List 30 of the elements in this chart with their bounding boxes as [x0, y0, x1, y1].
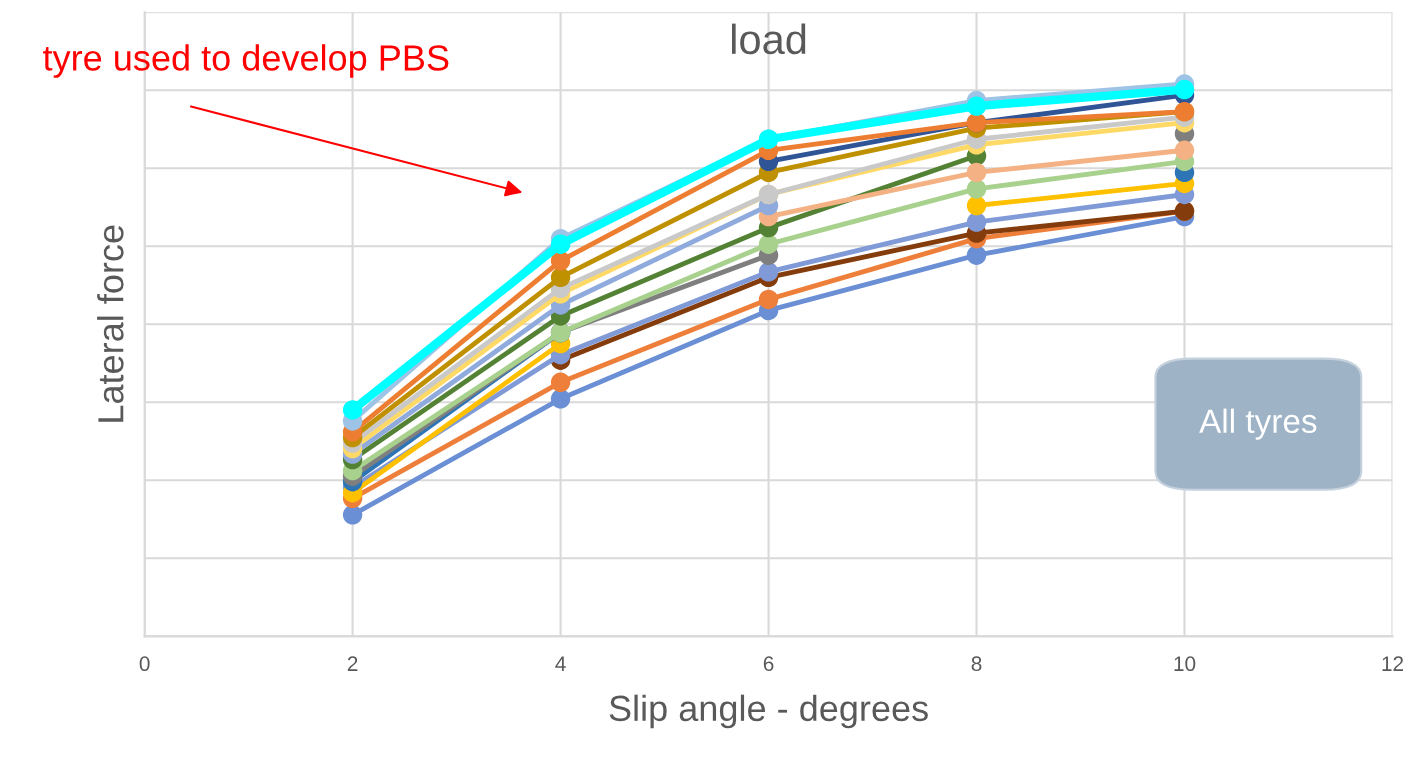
- point: [342, 400, 363, 420]
- chart-title: load: [731, 23, 806, 55]
- x-tick-label: 12: [1382, 656, 1404, 671]
- point: [1174, 79, 1195, 100]
- point: [550, 389, 571, 409]
- point: [342, 505, 363, 525]
- text: tyre used to develop PBS: [43, 44, 449, 78]
- point: [966, 212, 987, 232]
- point: [1174, 140, 1195, 161]
- x-tick-label: 8: [971, 656, 982, 672]
- point: [758, 289, 779, 310]
- point: [758, 234, 779, 254]
- point: [550, 251, 571, 271]
- y-axis-title: Lateral force: [97, 225, 124, 422]
- point: [966, 195, 987, 216]
- point: [550, 234, 571, 254]
- point: [758, 262, 779, 282]
- x-tick-label: 6: [763, 656, 774, 672]
- point: [550, 372, 571, 392]
- point: [966, 179, 987, 199]
- x-tick-label: 2: [347, 656, 358, 671]
- point: [966, 245, 987, 265]
- point: [966, 96, 987, 116]
- annotation: All tyres: [1199, 408, 1317, 440]
- x-axis-title: Slip angle - degrees: [609, 694, 928, 729]
- point: [550, 267, 571, 288]
- x-tick-label: 10: [1174, 656, 1196, 672]
- x-tick-label: 0: [139, 656, 150, 672]
- x-tick-label: 4: [555, 656, 566, 671]
- point: [966, 162, 987, 183]
